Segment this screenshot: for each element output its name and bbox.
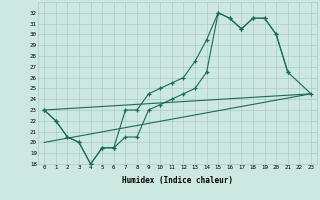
X-axis label: Humidex (Indice chaleur): Humidex (Indice chaleur) xyxy=(122,176,233,185)
